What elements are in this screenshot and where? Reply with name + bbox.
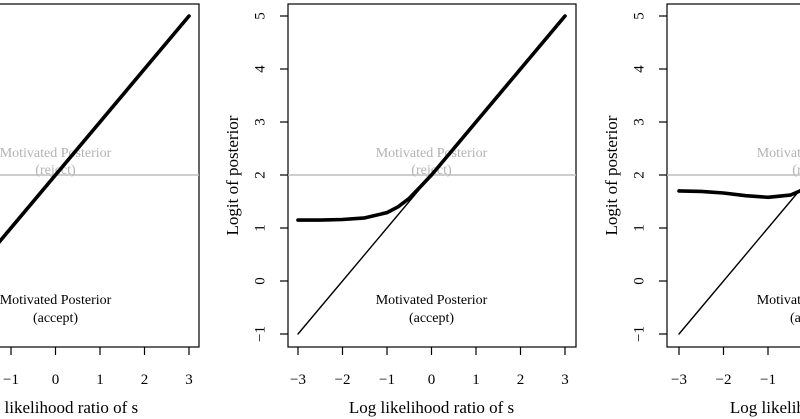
x-tick-label: 3 — [561, 372, 569, 388]
plot-area: Motivated Posterior (reject) Motivated Pos… — [667, 146, 800, 335]
y-tick-label: 4 — [631, 65, 647, 73]
accept-region-sublabel: (accept) — [409, 311, 454, 326]
accept-region-sublabel: (accept) — [790, 311, 800, 326]
y-tick-label: 2 — [252, 171, 268, 179]
middle-panel: Motivated Posterior (reject) Motivated Pos… — [223, 3, 577, 417]
y-tick-label: −1 — [631, 326, 647, 342]
y-tick-label: 0 — [631, 277, 647, 285]
posterior-series-line — [0, 14, 191, 244]
accept-region-label: Motivated Posterior — [0, 293, 112, 308]
y-tick-label: 4 — [252, 65, 268, 73]
right-panel: Motivated Posterior (reject) Motivated Pos… — [602, 3, 800, 417]
x-axis-label: Log likelihood ratio of s — [349, 398, 514, 417]
plot-area: Motivated Posterior (reject) Motivated Pos… — [0, 14, 199, 326]
x-tick-label: −2 — [335, 372, 351, 388]
y-tick-label: 2 — [631, 171, 647, 179]
accept-region-label: Motivated Posterior — [376, 293, 488, 308]
x-tick-label: −3 — [290, 372, 306, 388]
x-tick-label: −2 — [716, 372, 732, 388]
x-tick-label: 2 — [517, 372, 525, 388]
x-tick-label: −1 — [3, 372, 19, 388]
y-axis-label: Logit of posterior — [602, 115, 621, 235]
motivated-series-line — [677, 188, 800, 200]
y-tick-label: 3 — [631, 118, 647, 126]
y-axis-label: Logit of posterior — [223, 115, 242, 235]
x-tick-label: 2 — [141, 372, 149, 388]
plot-area: Motivated Posterior (reject) Motivated Pos… — [288, 14, 576, 335]
x-tick-label: −1 — [760, 372, 776, 388]
y-tick-label: 5 — [631, 12, 647, 20]
y-tick-label: 1 — [631, 224, 647, 232]
x-tick-label: 1 — [96, 372, 104, 388]
reject-region-label: Motivated Posterior — [376, 146, 488, 161]
y-tick-label: −1 — [252, 326, 268, 342]
y-tick-label: 5 — [252, 12, 268, 20]
reject-region-label: Motivated Posterior — [0, 146, 112, 161]
bayesian-series-line — [678, 188, 800, 335]
x-tick-label: 0 — [428, 372, 436, 388]
x-tick-label: 3 — [185, 372, 193, 388]
x-tick-label: 1 — [472, 372, 480, 388]
motivated-series-line — [296, 14, 567, 222]
x-axis-label: Log likelihood ratio of s — [730, 398, 800, 417]
x-tick-label: −3 — [671, 372, 687, 388]
reject-region-sublabel: (reject) — [411, 163, 452, 178]
reject-region-label: Motivated Posterior — [757, 146, 800, 161]
reject-region-sublabel: (reject) — [35, 163, 76, 178]
accept-region-sublabel: (accept) — [33, 311, 78, 326]
x-tick-label: −1 — [379, 372, 395, 388]
x-axis-label: Log likelihood ratio of s — [0, 398, 138, 417]
left-panel: Motivated Posterior (reject) Motivated Pos… — [0, 3, 200, 417]
x-tick-label: 0 — [52, 372, 60, 388]
y-tick-label: 1 — [252, 224, 268, 232]
reject-region-sublabel: (reject) — [792, 163, 800, 178]
accept-region-label: Motivated Posterior — [757, 293, 800, 308]
y-tick-label: 0 — [252, 277, 268, 285]
y-tick-label: 3 — [252, 118, 268, 126]
